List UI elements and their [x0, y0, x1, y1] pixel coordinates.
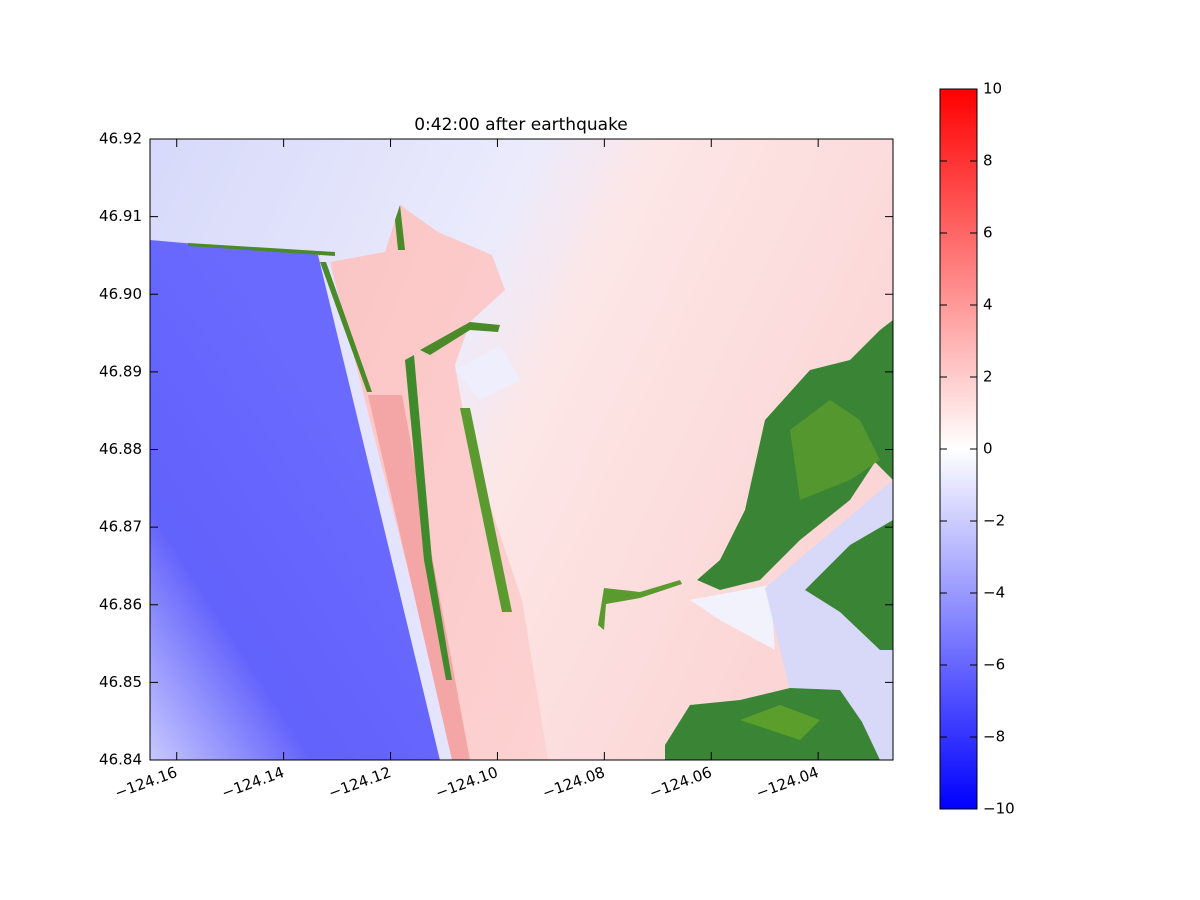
colorbar-tick-label: 10	[983, 80, 1002, 98]
x-tick-label: −124.14	[219, 763, 286, 802]
colorbar-tick-label: −2	[983, 512, 1005, 530]
colorbar-tick-label: 6	[983, 224, 993, 242]
y-tick-label: 46.88	[99, 440, 142, 458]
y-tick-label: 46.92	[99, 130, 142, 148]
y-tick-label: 46.91	[99, 207, 142, 225]
x-tick-label: −124.08	[540, 763, 607, 802]
x-tick-label: −124.10	[433, 763, 500, 802]
x-tick-label: −124.04	[754, 763, 821, 802]
y-tick-label: 46.87	[99, 518, 142, 536]
y-tick-label: 46.89	[99, 362, 142, 380]
colorbar-tick-label: 8	[983, 152, 993, 170]
colorbar-tick-label: 4	[983, 296, 993, 314]
colorbar-tick-label: −6	[983, 656, 1005, 674]
colorbar-tick-label: −8	[983, 728, 1005, 746]
colorbar-tick-label: −10	[983, 800, 1015, 818]
colorbar-tick-label: 2	[983, 368, 993, 386]
x-tick-label: −124.06	[647, 763, 714, 802]
y-tick-label: 46.90	[99, 285, 142, 303]
y-tick-label: 46.84	[99, 751, 142, 769]
x-tick-label: −124.12	[326, 763, 393, 802]
x-tick-label: −124.16	[112, 763, 179, 802]
colorbar-tick-label: 0	[983, 440, 993, 458]
colorbar-tick-label: −4	[983, 584, 1005, 602]
map-image	[150, 139, 893, 760]
chart-title: 0:42:00 after earthquake	[414, 115, 628, 135]
y-tick-label: 46.86	[99, 595, 142, 613]
y-tick-label: 46.85	[99, 673, 142, 691]
